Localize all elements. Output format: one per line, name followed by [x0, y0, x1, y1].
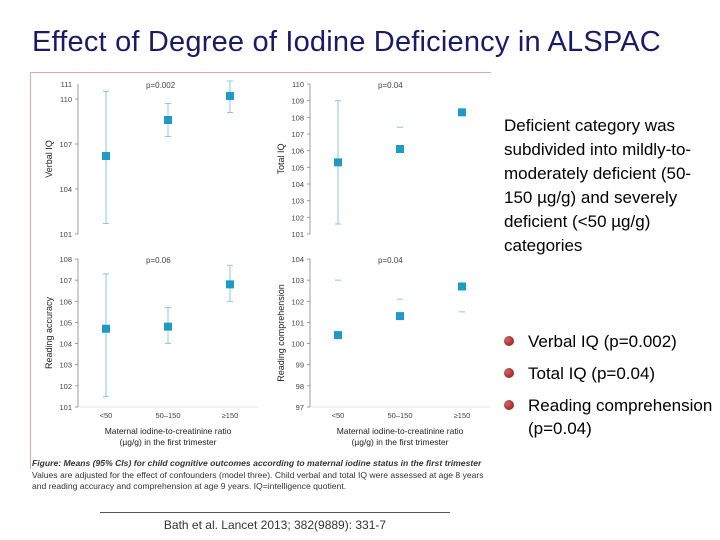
data-point — [458, 282, 466, 291]
side-description: Deficient category was subdivided into m… — [504, 116, 692, 255]
chart-panel-2: 101 102 103 104 105 106 107 108 109 110 Total IQ p=… — [276, 80, 466, 239]
data-point — [334, 331, 342, 340]
y-tick-label: 106 — [291, 147, 304, 156]
data-point — [102, 152, 110, 160]
x-axis-label: Maternal iodine-to-creatinine ratio — [105, 426, 232, 436]
y-axis-label: Reading accuracy — [44, 296, 54, 369]
bullet-icon — [504, 400, 514, 410]
y-tick-label: 101 — [291, 230, 304, 239]
y-tick-label: 101 — [291, 318, 304, 327]
chart-panel-1: 101 104 107 110 111 Verbal IQ p=0.002 — [44, 80, 234, 239]
data-point — [226, 280, 234, 289]
data-point — [102, 324, 110, 333]
y-tick-label: 103 — [59, 361, 72, 370]
legend-label: Reading comprehension (p=0.04) — [528, 396, 713, 438]
data-point — [164, 322, 172, 331]
y-tick-label: 109 — [291, 97, 304, 106]
y-tick-label: 101 — [59, 230, 72, 239]
y-tick-label: 97 — [296, 403, 304, 412]
legend-item-verbal-iq: Verbal IQ (p=0.002) — [504, 330, 677, 353]
y-tick-label: 104 — [291, 180, 304, 189]
x-tick-label: <50 — [100, 411, 113, 420]
legend-label: Total IQ (p=0.04) — [528, 364, 656, 383]
citation-rule — [100, 512, 450, 513]
y-tick-label: 103 — [291, 197, 304, 206]
y-axis-label: Verbal IQ — [44, 140, 54, 178]
x-tick-label: 50–150 — [387, 411, 412, 420]
p-value-label: p=0.04 — [378, 81, 403, 90]
y-tick-label: 108 — [59, 255, 72, 264]
y-tick-label: 107 — [59, 140, 72, 149]
legend-item-total-iq: Total IQ (p=0.04) — [504, 362, 655, 385]
y-tick-label: 104 — [59, 340, 72, 349]
chart-panel-4: 97 98 99 100 101 102 103 104 Reading comprehensi… — [276, 255, 490, 447]
legend-label: Verbal IQ (p=0.002) — [528, 332, 677, 351]
y-tick-label: 107 — [291, 130, 304, 139]
chart-panel-3: 101 102 103 104 105 106 107 108 Reading accuracy… — [44, 255, 258, 447]
x-tick-label: 50–150 — [155, 411, 180, 420]
p-value-label: p=0.06 — [146, 256, 171, 265]
x-tick-label: <50 — [332, 411, 345, 420]
y-tick-label: 102 — [291, 297, 304, 306]
y-tick-label: 101 — [59, 403, 72, 412]
bullet-icon — [504, 336, 514, 346]
caption-bold: Figure: Means (95% CIs) for child cognit… — [32, 458, 482, 468]
legend-item-reading-comprehension: Reading comprehension (p=0.04) — [504, 394, 714, 440]
y-axis-label: Reading comprehension — [276, 284, 286, 382]
x-axis-label-line-2: (µg/g) in the first trimester — [351, 437, 448, 447]
data-point — [164, 116, 172, 124]
figure-frame — [30, 72, 491, 469]
bullet-icon — [504, 368, 514, 378]
y-tick-label: 105 — [59, 318, 72, 327]
y-tick-label: 100 — [291, 340, 304, 349]
y-tick-label: 102 — [59, 382, 72, 391]
x-axis-label: Maternal iodine-to-creatinine ratio — [337, 426, 464, 436]
citation: Bath et al. Lancet 2013; 382(9889): 331-… — [163, 518, 387, 532]
data-point — [334, 158, 342, 167]
slide-title: Effect of Degree of Iodine Deficiency in… — [32, 26, 661, 58]
y-tick-label: 110 — [292, 80, 304, 89]
y-tick-label: 110 — [60, 95, 72, 104]
data-point — [396, 145, 404, 153]
data-point — [226, 92, 234, 100]
caption-rest: Values are adjusted for the effect of co… — [32, 469, 484, 492]
x-tick-label: ≥150 — [222, 411, 239, 420]
data-point — [396, 312, 404, 321]
y-axis-label: Total IQ — [276, 143, 286, 174]
y-tick-label: 106 — [59, 297, 72, 306]
y-tick-label: 104 — [291, 255, 304, 264]
y-tick-label: 105 — [291, 163, 304, 172]
figure-caption: Figure: Means (95% CIs) for child cognit… — [32, 458, 484, 493]
y-tick-label: 111 — [61, 80, 72, 89]
y-tick-label: 102 — [291, 213, 304, 222]
y-tick-label: 99 — [296, 361, 304, 370]
p-value-label: p=0.002 — [146, 81, 176, 90]
y-tick-label: 104 — [59, 185, 72, 194]
data-point — [458, 108, 466, 117]
x-axis-label-line-2: (µg/g) in the first trimester — [119, 437, 216, 447]
x-tick-label: ≥150 — [454, 411, 471, 420]
y-tick-label: 107 — [59, 276, 72, 285]
y-tick-label: 108 — [291, 113, 304, 122]
p-value-label: p=0.04 — [378, 256, 403, 265]
y-tick-label: 98 — [296, 382, 304, 391]
charts-area: 101 104 107 110 111 Verbal IQ p=0.002 101 102 103… — [44, 80, 490, 447]
y-tick-label: 103 — [291, 276, 304, 285]
